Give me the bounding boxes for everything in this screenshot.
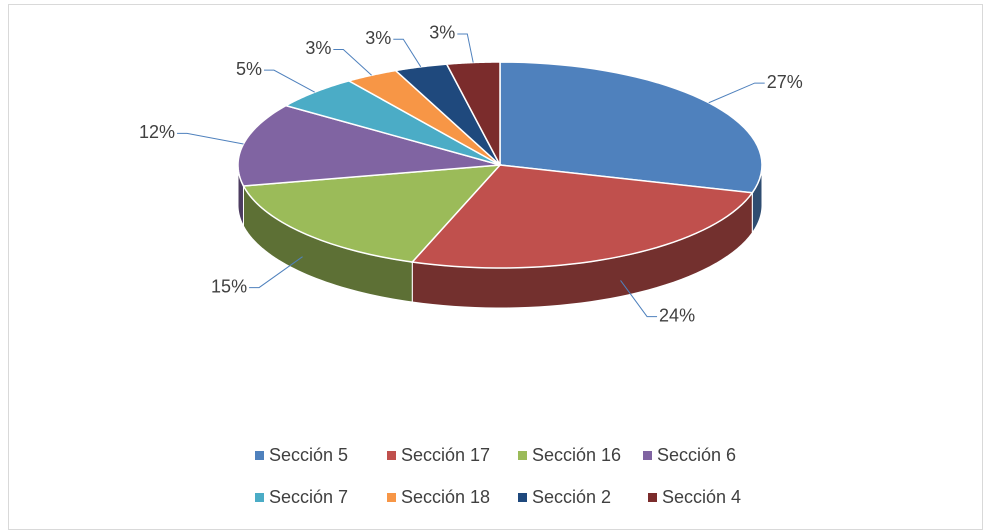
slice (445, 61, 501, 166)
legend-label: Sección 17 (401, 445, 490, 465)
leader-line (249, 256, 303, 289)
legend-swatch (387, 451, 396, 460)
slice (410, 164, 754, 269)
leader-line (457, 33, 474, 63)
data-label: 5% (236, 59, 262, 79)
data-label: 3% (429, 23, 455, 43)
leader-line (333, 48, 372, 76)
legend-label: Sección 7 (269, 487, 348, 507)
leader-line (708, 82, 765, 104)
legend-swatch (387, 493, 396, 502)
legend-swatch (648, 493, 657, 502)
legend-swatch (255, 451, 264, 460)
slice (237, 104, 501, 187)
legend-swatch (643, 451, 652, 460)
legend-label: Sección 16 (532, 445, 621, 465)
slice (499, 61, 763, 194)
leader-line (620, 280, 658, 318)
legend-swatch (518, 493, 527, 502)
data-label: 3% (305, 38, 331, 58)
legend-label: Sección 18 (401, 487, 490, 507)
legend-swatch (518, 451, 527, 460)
legend-label: Sección 4 (662, 487, 741, 507)
legend-label: Sección 6 (657, 445, 736, 465)
data-label: 27% (767, 72, 803, 92)
data-label: 15% (211, 276, 247, 296)
leader-line (393, 38, 422, 68)
data-label: 12% (139, 122, 175, 142)
legend-swatch (255, 493, 264, 502)
leader-line (263, 69, 315, 93)
slice (242, 164, 502, 263)
data-label: 24% (659, 305, 695, 325)
leader-line (177, 132, 244, 145)
legend-label: Sección 5 (269, 445, 348, 465)
data-label: 3% (365, 28, 391, 48)
legend-label: Sección 2 (532, 487, 611, 507)
